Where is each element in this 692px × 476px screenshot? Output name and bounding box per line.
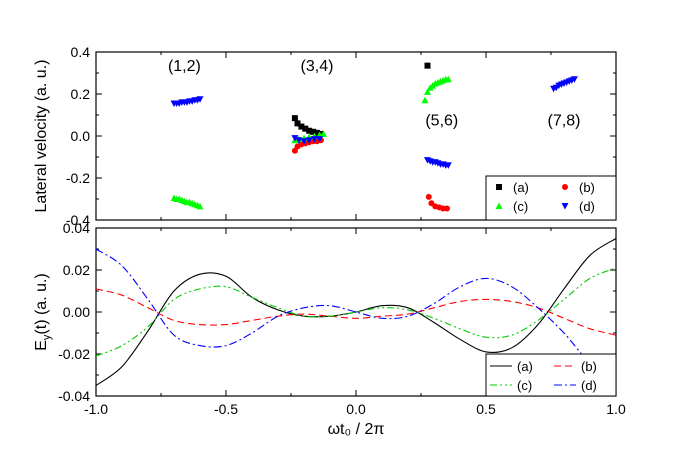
scatter-point (295, 137, 303, 144)
y-tick-label: -0.2 (66, 170, 90, 186)
y-tick-label: 0.04 (63, 220, 90, 236)
scatter-point (425, 193, 432, 200)
y-tick-label: -0.02 (58, 346, 90, 362)
legend-label: (b) (579, 180, 595, 195)
legend: (a) (b) (c) (d) (485, 175, 617, 221)
legend-box (485, 353, 617, 397)
scatter-point (314, 129, 320, 136)
bottom-panel: -0.04 -0.02 0.00 0.02 0.04 -1.0 -0.5 0.0 0.5 1.0 E… (33, 220, 626, 438)
legend-label: (c) (513, 199, 528, 214)
scatter-point (300, 138, 308, 145)
y-tick-label: 0.02 (63, 262, 90, 278)
scatter-point (302, 125, 309, 132)
y-tick-label: 0.2 (71, 86, 91, 102)
series-line (95, 238, 617, 386)
scatter-point (306, 127, 313, 134)
scatter-point (305, 137, 313, 144)
legend-marker (496, 184, 502, 190)
y-axis-label: Lateral velocity (a. u.) (33, 60, 50, 213)
scatter-point (294, 120, 301, 127)
scatter-point (310, 136, 318, 143)
legend-label: (a) (513, 180, 529, 195)
scatter-point (291, 135, 299, 142)
x-axis-label: ωt₀ / 2π (328, 421, 385, 438)
scatter-point (291, 115, 298, 122)
legend-marker (562, 184, 568, 190)
legend-label: (d) (579, 199, 595, 214)
group-annotation: (7,8) (548, 113, 581, 130)
y-tick-label: 0.4 (71, 44, 91, 60)
y-tick-label: -0.04 (58, 388, 90, 404)
scatter-point (298, 123, 305, 130)
x-tick-label: 0.0 (346, 401, 366, 417)
scatter-point (444, 162, 452, 169)
series-line (95, 288, 617, 336)
scatter-point (424, 62, 431, 69)
legend-marker (495, 202, 503, 209)
group-annotation: (1,2) (168, 58, 201, 75)
legend-box (485, 175, 617, 221)
scatter-point (444, 75, 452, 83)
legend-marker (561, 203, 569, 210)
y-tick-label: 0.0 (71, 128, 91, 144)
legend-label: (d) (581, 378, 597, 393)
y-tick-label: -0.4 (66, 212, 90, 228)
legend-label: (c) (517, 378, 532, 393)
legend-label: (a) (517, 359, 533, 374)
group-annotation: (5,6) (425, 113, 458, 130)
series-line (95, 267, 617, 357)
x-tick-label: 1.0 (606, 401, 626, 417)
group-annotation: (3,4) (301, 58, 334, 75)
scatter-point (424, 88, 431, 95)
scatter-point (570, 76, 578, 83)
x-tick-label: -0.5 (214, 401, 238, 417)
scatter-point (444, 205, 450, 212)
top-panel: -0.4 -0.2 0.0 0.2 0.4 (1,2) (3,4) (5,6) (7,8) Lat… (33, 44, 617, 228)
y-tick-label: 0.00 (63, 304, 90, 320)
scatter-point (320, 130, 327, 137)
x-tick-label: -1.0 (84, 401, 108, 417)
y-axis-label: Ey(t) (a. u.) (33, 273, 53, 351)
scatter-point (310, 128, 317, 135)
legend: (a) (b) (c) (d) (485, 353, 617, 397)
scatter-point (196, 202, 204, 210)
scatter-point (421, 96, 429, 104)
legend-label: (b) (581, 359, 597, 374)
scatter-point (316, 136, 324, 143)
x-tick-label: 0.5 (476, 401, 496, 417)
scatter-point (196, 96, 204, 103)
